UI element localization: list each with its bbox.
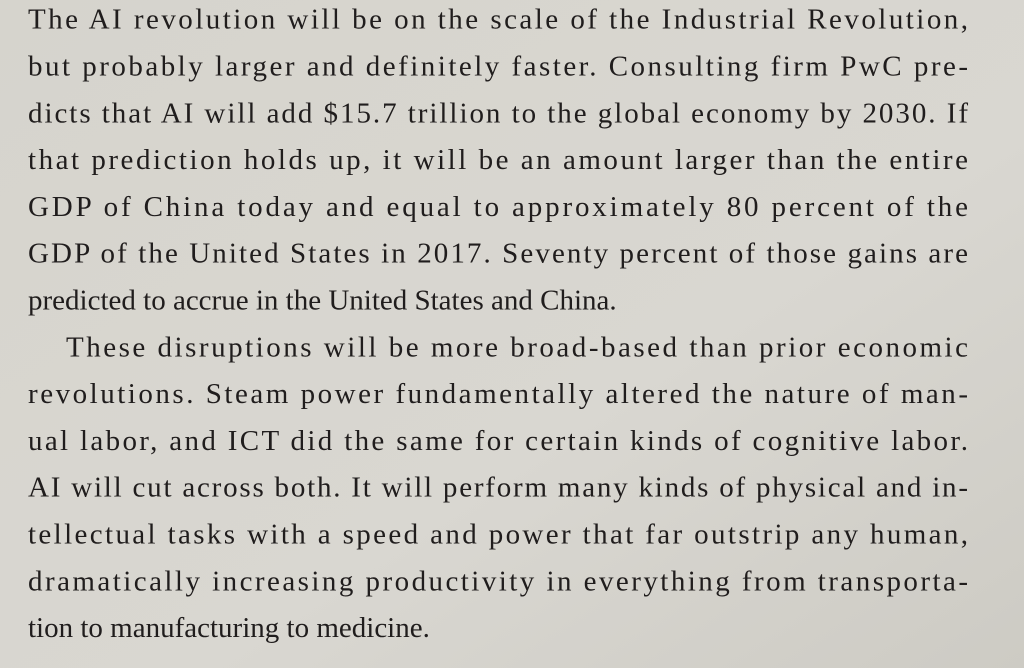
text-line: predicted to accrue in the United States… xyxy=(28,284,617,316)
text-line: GDP of the United States in 2017. Sevent… xyxy=(28,238,968,270)
text-line: GDP of China today and equal to approxim… xyxy=(28,191,968,223)
text-line: tion to manufacturing to medicine. xyxy=(28,612,430,644)
text-line: These disruptions will be more broad-bas… xyxy=(66,331,968,363)
text-line: that prediction holds up, it will be an … xyxy=(28,144,968,176)
text-line: but probably larger and definitely faste… xyxy=(28,50,968,82)
text-line: ual labor, and ICT did the same for cert… xyxy=(28,425,968,457)
text-line: tellectual tasks with a speed and power … xyxy=(28,518,968,550)
text-line: The AI revolution will be on the scale o… xyxy=(28,4,968,36)
text-line: dramatically increasing productivity in … xyxy=(28,565,968,597)
text-line: dicts that AI will add $15.7 trillion to… xyxy=(28,97,968,129)
text-line: AI will cut across both. It will perform… xyxy=(28,472,968,504)
